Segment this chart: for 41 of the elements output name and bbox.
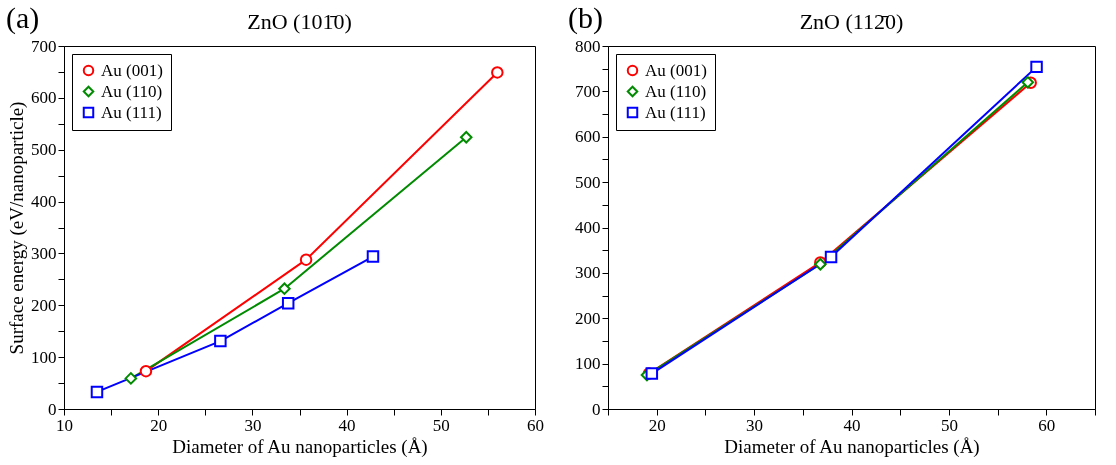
x-tick-label: 50 xyxy=(432,415,450,435)
y-tick-label: 700 xyxy=(31,36,57,56)
y-tick-label: 500 xyxy=(31,140,57,160)
x-tick-label: 20 xyxy=(648,415,666,435)
y-tick-label: 800 xyxy=(575,36,601,56)
legend-label: Au (110) xyxy=(101,81,163,101)
y-tick-label: 0 xyxy=(48,399,57,419)
legend-label: Au (111) xyxy=(101,102,162,122)
y-axis-title: Surface energy (eV/nanoparticle) xyxy=(6,101,28,355)
y-tick-label: 500 xyxy=(575,172,601,192)
chart-title: ZnO (101̄0) xyxy=(247,9,352,34)
x-tick-label: 30 xyxy=(746,415,764,435)
text: (a) xyxy=(6,1,40,35)
legend-label: Au (001) xyxy=(645,60,707,80)
y-tick-label: 200 xyxy=(31,295,57,315)
y-tick-label: 700 xyxy=(575,81,601,101)
x-tick-label: 10 xyxy=(56,415,73,435)
x-tick-label: 20 xyxy=(150,415,168,435)
chart-title: ZnO (112̄0) xyxy=(799,9,904,34)
x-tick-label: 60 xyxy=(527,415,544,435)
x-tick-label: 40 xyxy=(843,415,861,435)
x-axis-title: Diameter of Au nanoparticles (Å) xyxy=(724,435,980,458)
y-tick-label: 100 xyxy=(575,354,601,374)
y-tick-label: 300 xyxy=(575,263,601,283)
x-tick-label: 40 xyxy=(338,415,356,435)
y-tick-label: 100 xyxy=(31,347,57,367)
y-tick-label: 400 xyxy=(31,192,57,212)
x-tick-label: 60 xyxy=(1038,415,1056,435)
y-tick-label: 200 xyxy=(575,308,601,328)
text: (b) xyxy=(568,1,603,35)
legend-label: Au (001) xyxy=(101,60,163,80)
x-axis-title: Diameter of Au nanoparticles (Å) xyxy=(172,435,428,458)
y-tick-label: 400 xyxy=(575,218,601,237)
x-tick-label: 30 xyxy=(244,415,262,435)
y-tick-label: 300 xyxy=(31,243,57,263)
y-tick-label: 600 xyxy=(31,88,57,108)
y-tick-label: 600 xyxy=(575,127,601,147)
y-tick-label: 0 xyxy=(592,399,601,419)
legend-label: Au (111) xyxy=(645,102,706,122)
legend-label: Au (110) xyxy=(645,81,707,101)
x-tick-label: 50 xyxy=(940,415,958,435)
